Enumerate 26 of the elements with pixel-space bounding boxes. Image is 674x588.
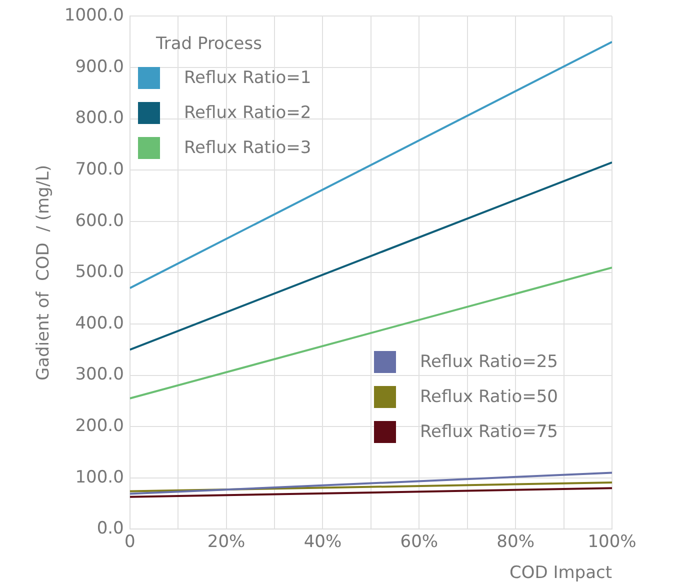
x-tick-label: 80% xyxy=(496,532,534,552)
legend-label: Reflux Ratio=50 xyxy=(420,386,558,406)
legend-title: Trad Process xyxy=(156,34,263,54)
legend-label: Reflux Ratio=3 xyxy=(184,138,312,158)
y-tick-label: 1000.0 xyxy=(64,6,124,26)
legend-label: Reflux Ratio=2 xyxy=(184,102,312,122)
y-tick-label: 400.0 xyxy=(75,313,124,334)
y-tick-label: 0.0 xyxy=(96,518,124,539)
x-tick-label: 40% xyxy=(304,532,342,552)
x-tick-label: 100% xyxy=(588,532,636,552)
legend-label: Reflux Ratio=1 xyxy=(184,68,312,88)
y-tick-label: 600.0 xyxy=(75,210,124,231)
y-tick-label: 200.0 xyxy=(75,416,124,436)
legend-label: Reflux Ratio=25 xyxy=(420,352,558,372)
y-tick-label: 100.0 xyxy=(75,467,124,488)
x-tick-label: 0 xyxy=(124,532,136,552)
y-tick-label: 900.0 xyxy=(75,56,124,77)
y-tick-label: 300.0 xyxy=(75,364,124,385)
y-axis-title: Gadient of COD / (mg/L) xyxy=(34,164,54,381)
y-tick-label: 800.0 xyxy=(75,108,124,128)
x-tick-label: 60% xyxy=(400,532,438,552)
x-axis-title: COD Impact xyxy=(509,563,612,584)
x-tick-label: 20% xyxy=(207,532,246,552)
legend-label: Reflux Ratio=75 xyxy=(420,422,558,442)
y-tick-label: 700.0 xyxy=(75,160,124,180)
y-tick-label: 500.0 xyxy=(75,262,124,282)
